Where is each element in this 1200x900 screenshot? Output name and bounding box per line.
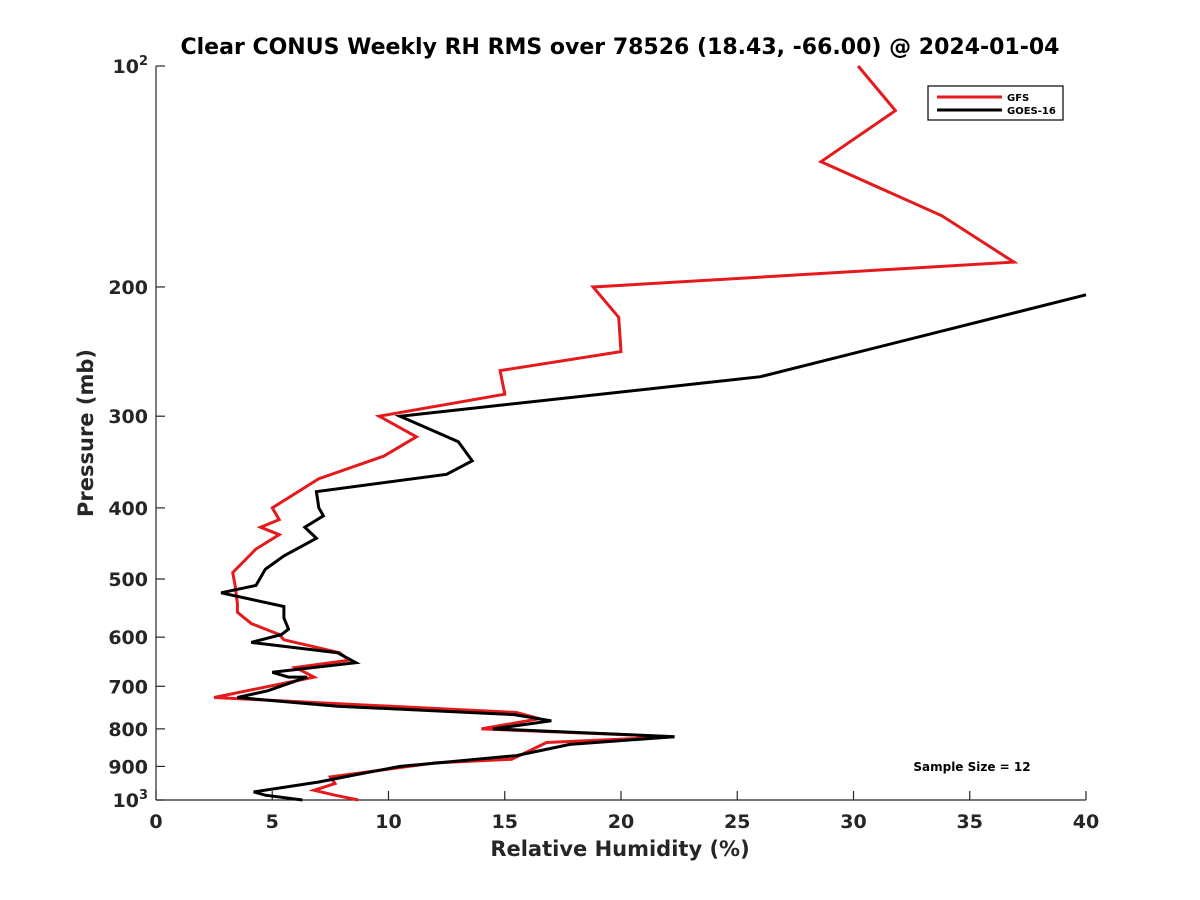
y-tick-label: 102 (113, 54, 149, 78)
legend: GFS GOES-16 (927, 85, 1064, 121)
y-tick-label: 300 (108, 406, 148, 428)
y-tick-label: 500 (108, 569, 148, 591)
x-tick-label: 40 (1073, 811, 1099, 833)
series-lines (213, 65, 1087, 802)
y-axis-ticks: 102 200 300 400 500 600 700 800 900 103 (108, 54, 165, 812)
y-tick-label: 103 (113, 788, 149, 812)
y-tick-label: 700 (108, 676, 148, 698)
sample-size-annotation: Sample Size = 12 (913, 760, 1030, 774)
x-tick-label: 0 (149, 811, 162, 833)
x-tick-label: 5 (266, 811, 279, 833)
x-tick-label: 25 (724, 811, 750, 833)
y-tick-label: 400 (108, 498, 148, 520)
y-tick-label: 200 (108, 277, 148, 299)
y-axis-label: Pressure (mb) (74, 349, 98, 517)
x-axis-ticks: 0 5 10 15 20 25 30 35 40 (149, 791, 1099, 833)
legend-box (927, 85, 1064, 121)
x-axis-label: Relative Humidity (%) (490, 837, 749, 861)
x-tick-label: 10 (375, 811, 401, 833)
series-line-gfs (213, 65, 1019, 802)
x-tick-label: 15 (492, 811, 518, 833)
chart-title: Clear CONUS Weekly RH RMS over 78526 (18… (181, 35, 1060, 60)
y-tick-label: 900 (108, 756, 148, 778)
legend-label: GOES-16 (1007, 106, 1056, 117)
y-tick-label: 600 (108, 627, 148, 649)
y-tick-label: 800 (108, 719, 148, 741)
x-tick-label: 20 (608, 811, 634, 833)
series-line-goes-16 (220, 293, 1087, 802)
x-tick-label: 35 (957, 811, 983, 833)
x-tick-label: 30 (840, 811, 866, 833)
legend-label: GFS (1007, 93, 1029, 104)
